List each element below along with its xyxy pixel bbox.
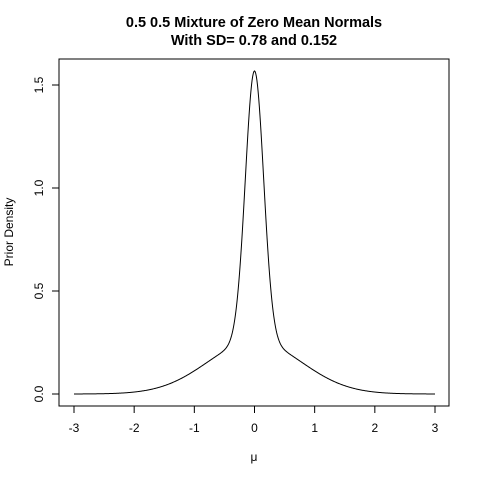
x-tick-label: 1 <box>311 421 318 435</box>
x-tick-label: -3 <box>69 421 80 435</box>
y-tick-label: 0.5 <box>32 282 46 299</box>
x-tick-label: 0 <box>251 421 258 435</box>
x-tick-label: -2 <box>129 421 140 435</box>
chart-subtitle: With SD= 0.78 and 0.152 <box>171 33 337 49</box>
y-tick-label: 1.5 <box>32 76 46 93</box>
plot-frame <box>58 58 450 407</box>
x-tick-label: -1 <box>189 421 200 435</box>
x-axis-label: μ <box>251 450 258 464</box>
y-axis: 0.0 0.5 1.0 1.5 <box>32 76 60 402</box>
x-tick-label: 3 <box>432 421 439 435</box>
x-tick-label: 2 <box>371 421 378 435</box>
y-axis-label: Prior Density <box>2 198 16 267</box>
y-tick-label: 0.0 <box>32 385 46 402</box>
x-axis: -3 -2 -1 0 1 2 3 <box>69 405 439 435</box>
density-line <box>74 70 435 395</box>
chart-title: 0.5 0.5 Mixture of Zero Mean Normals <box>126 15 382 31</box>
y-tick-label: 1.0 <box>32 179 46 196</box>
